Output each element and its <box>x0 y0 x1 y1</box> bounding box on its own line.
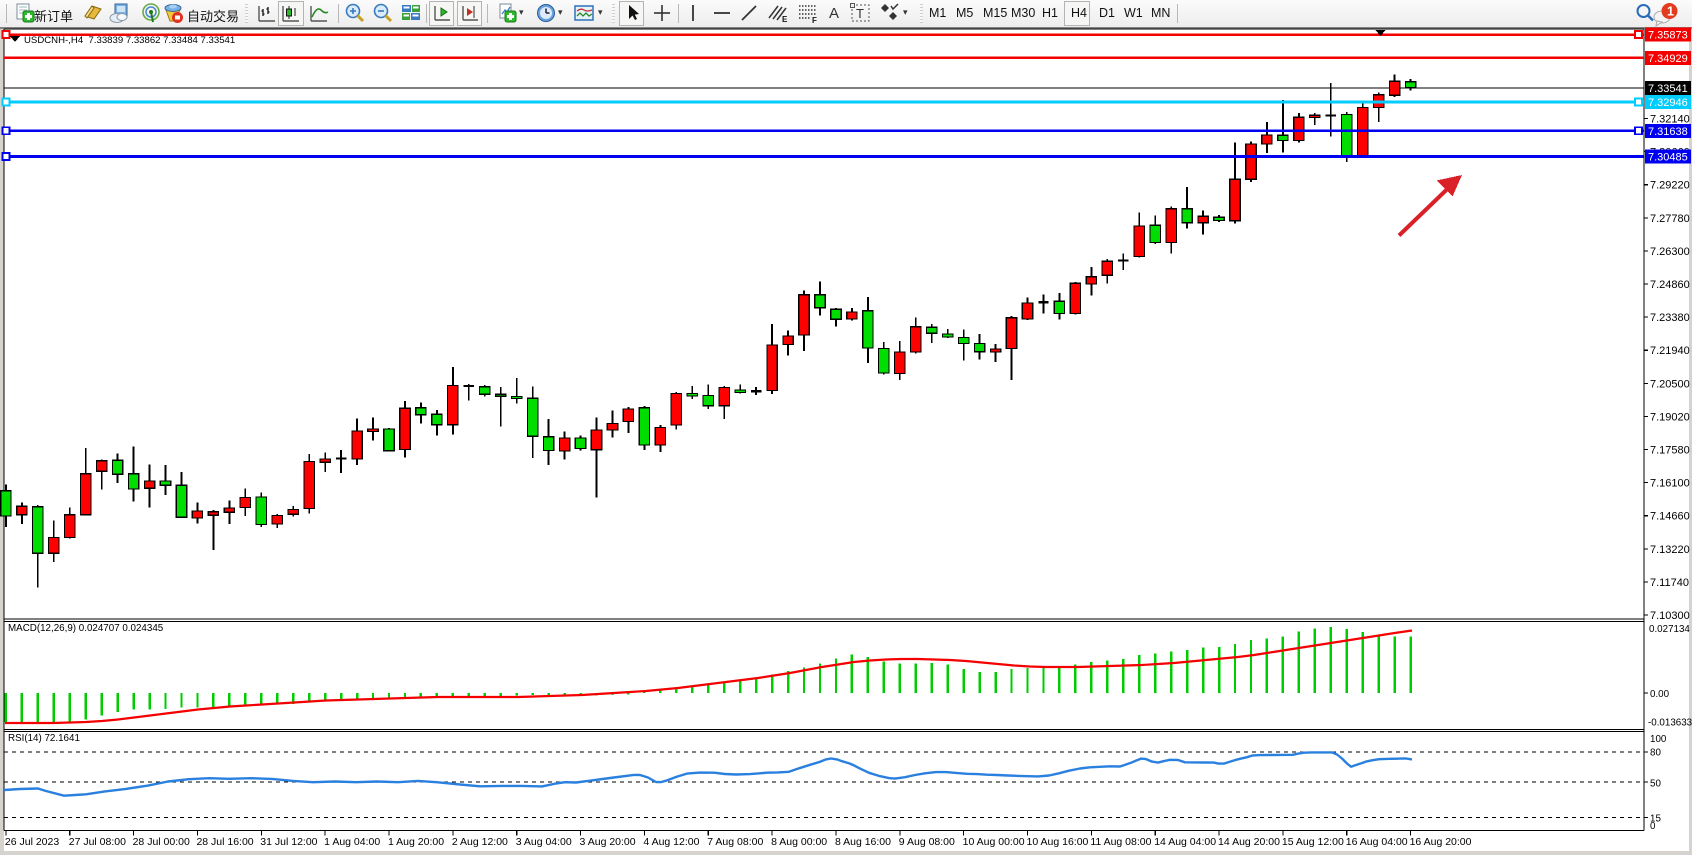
svg-text:RSI(14) 72.1641: RSI(14) 72.1641 <box>8 733 80 744</box>
svg-text:28 Jul 00:00: 28 Jul 00:00 <box>133 836 190 848</box>
svg-text:3 Aug 04:00: 3 Aug 04:00 <box>516 836 572 848</box>
svg-text:50: 50 <box>1650 779 1661 790</box>
svg-text:10 Aug 00:00: 10 Aug 00:00 <box>963 836 1025 848</box>
svg-text:3 Aug 20:00: 3 Aug 20:00 <box>580 836 636 848</box>
svg-text:4 Aug 12:00: 4 Aug 12:00 <box>643 836 699 848</box>
svg-text:T: T <box>856 6 864 21</box>
svg-text:7.10300: 7.10300 <box>1650 610 1690 622</box>
svg-text:7.11740: 7.11740 <box>1650 577 1689 589</box>
svg-text:-0.013633: -0.013633 <box>1648 718 1692 729</box>
svg-text:11 Aug 08:00: 11 Aug 08:00 <box>1090 836 1151 848</box>
svg-text:16 Aug 20:00: 16 Aug 20:00 <box>1410 836 1472 848</box>
svg-text:26 Jul 2023: 26 Jul 2023 <box>5 836 59 848</box>
svg-text:USDCNH-,H4 7.33839 7.33862 7.: USDCNH-,H4 7.33839 7.33862 7.33484 7.335… <box>24 35 235 46</box>
svg-text:15: 15 <box>1650 814 1661 825</box>
svg-text:7.35873: 7.35873 <box>1648 30 1688 42</box>
svg-text:7.27780: 7.27780 <box>1650 213 1690 225</box>
svg-text:7.23380: 7.23380 <box>1650 312 1690 324</box>
svg-text:27 Jul 08:00: 27 Jul 08:00 <box>69 836 126 848</box>
svg-text:14 Aug 04:00: 14 Aug 04:00 <box>1154 836 1216 848</box>
svg-text:14 Aug 20:00: 14 Aug 20:00 <box>1218 836 1280 848</box>
svg-text:28 Jul 16:00: 28 Jul 16:00 <box>196 836 253 848</box>
svg-text:7.26300: 7.26300 <box>1650 246 1690 258</box>
svg-text:15 Aug 12:00: 15 Aug 12:00 <box>1282 836 1344 848</box>
svg-text:0.00: 0.00 <box>1650 689 1670 700</box>
svg-text:7.29220: 7.29220 <box>1650 180 1690 192</box>
svg-text:7.34929: 7.34929 <box>1648 53 1688 65</box>
svg-text:7.17580: 7.17580 <box>1650 445 1690 457</box>
svg-text:7.33541: 7.33541 <box>1648 83 1688 95</box>
svg-text:7.31638: 7.31638 <box>1648 126 1688 138</box>
svg-text:MACD(12,26,9) 0.024707 0.02434: MACD(12,26,9) 0.024707 0.024345 <box>8 623 164 634</box>
svg-text:9 Aug 08:00: 9 Aug 08:00 <box>899 836 955 848</box>
svg-text:8 Aug 16:00: 8 Aug 16:00 <box>835 836 891 848</box>
svg-text:7.30485: 7.30485 <box>1648 151 1688 163</box>
svg-text:1 Aug 20:00: 1 Aug 20:00 <box>388 836 444 848</box>
svg-text:7.24860: 7.24860 <box>1650 279 1690 291</box>
svg-text:80: 80 <box>1650 748 1661 759</box>
svg-text:100: 100 <box>1650 734 1667 745</box>
svg-text:16 Aug 04:00: 16 Aug 04:00 <box>1346 836 1408 848</box>
svg-text:7 Aug 08:00: 7 Aug 08:00 <box>707 836 763 848</box>
svg-text:7.32140: 7.32140 <box>1650 114 1690 126</box>
svg-text:8 Aug 00:00: 8 Aug 00:00 <box>771 836 827 848</box>
svg-text:1: 1 <box>1667 5 1674 19</box>
svg-text:0: 0 <box>1650 821 1656 832</box>
svg-text:F: F <box>812 16 817 24</box>
svg-text:7.20500: 7.20500 <box>1650 378 1690 390</box>
svg-text:10 Aug 16:00: 10 Aug 16:00 <box>1027 836 1089 848</box>
svg-text:31 Jul 12:00: 31 Jul 12:00 <box>260 836 317 848</box>
svg-text:7.13220: 7.13220 <box>1650 544 1690 556</box>
svg-text:7.14660: 7.14660 <box>1650 511 1690 523</box>
svg-text:0.027134: 0.027134 <box>1649 624 1690 635</box>
svg-text:E: E <box>782 15 788 24</box>
svg-text:7.19020: 7.19020 <box>1650 411 1690 423</box>
svg-text:7.32946: 7.32946 <box>1648 97 1688 109</box>
svg-text:2 Aug 12:00: 2 Aug 12:00 <box>452 836 508 848</box>
svg-text:7.21940: 7.21940 <box>1650 345 1690 357</box>
svg-text:A: A <box>829 5 839 22</box>
svg-text:1 Aug 04:00: 1 Aug 04:00 <box>324 836 380 848</box>
svg-text:7.16100: 7.16100 <box>1650 478 1690 490</box>
